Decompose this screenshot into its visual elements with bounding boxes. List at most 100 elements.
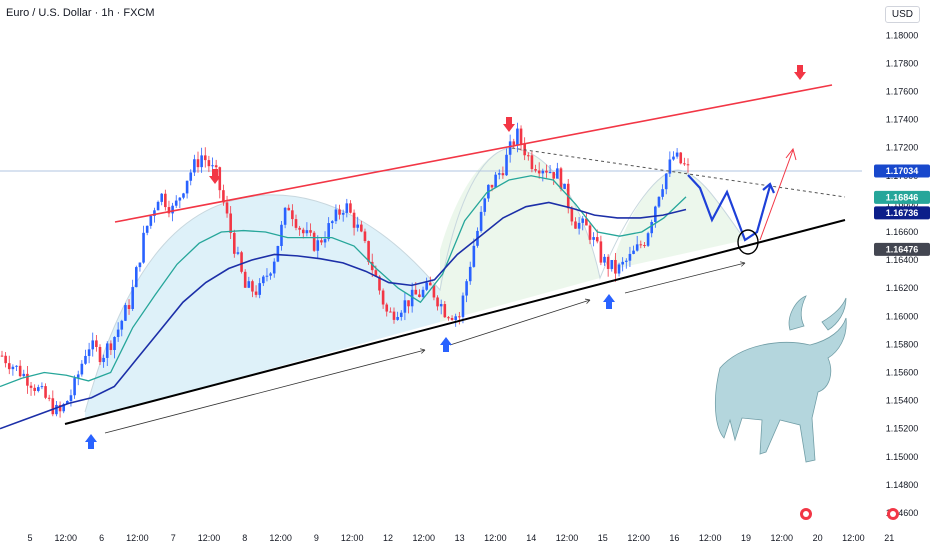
candle-body: [305, 230, 309, 234]
x-tick-label: 12:00: [699, 533, 722, 543]
candle-body: [624, 260, 628, 262]
price-labels: 1.17034 1.16846 1.16736 1.16476: [874, 164, 930, 256]
candle-body: [36, 387, 40, 391]
candle-body: [98, 346, 102, 363]
candle-body: [258, 283, 262, 295]
candle-body: [563, 183, 566, 189]
y-tick-label: 1.17600: [886, 86, 919, 96]
candle-body: [320, 240, 323, 243]
candle-body: [530, 155, 534, 170]
ema-slow-line: [0, 201, 687, 430]
y-tick-label: 1.14800: [886, 480, 919, 490]
candle-body: [149, 215, 153, 226]
candle-body: [389, 311, 392, 313]
candle-body: [599, 241, 603, 263]
symbol-title[interactable]: Euro / U.S. Dollar · 1h · FXCM: [6, 7, 155, 19]
candle-body: [7, 363, 11, 370]
candle-body: [577, 222, 581, 229]
buy-arrow-2: [440, 337, 452, 352]
candle-body: [374, 270, 378, 277]
candle-body: [407, 300, 410, 307]
currency-button[interactable]: USD: [884, 6, 920, 23]
candle-body: [338, 209, 341, 215]
candle-body: [272, 261, 276, 274]
bull-body: [715, 317, 847, 463]
descending-dashed-line: [511, 147, 846, 198]
price-label-bg: [874, 242, 930, 256]
candle-body: [392, 311, 396, 320]
candle-body: [116, 329, 120, 337]
x-tick-label: 12:00: [556, 533, 579, 543]
x-tick-label: 12:00: [126, 533, 149, 543]
candle-body: [51, 398, 55, 415]
candle-body: [4, 355, 7, 364]
candle-body: [458, 316, 461, 318]
x-tick-label: 19: [741, 533, 751, 543]
target-arrow-line: [759, 149, 794, 241]
candle-body: [62, 404, 66, 412]
candle-body: [421, 289, 425, 297]
candle-body: [69, 395, 73, 402]
x-tick-label: 12:00: [341, 533, 364, 543]
candle-body: [58, 404, 62, 412]
candle-body: [508, 141, 512, 155]
candle-body: [269, 273, 272, 276]
candle-body: [214, 165, 218, 168]
rounded-top-outline: [84, 147, 746, 413]
candle-body: [178, 197, 182, 201]
candle-body: [592, 237, 595, 240]
x-tick-label: 12:00: [198, 533, 221, 543]
candle-body: [505, 154, 508, 176]
candle-body: [211, 165, 214, 167]
bull-horn-right: [821, 297, 847, 331]
candle-body: [574, 221, 577, 229]
candle-body: [668, 159, 672, 174]
y-tick-label: 1.16400: [886, 255, 919, 265]
x-tick-label: 12:00: [413, 533, 436, 543]
candle-body: [341, 212, 345, 215]
rounded-top-fill-3: [610, 170, 745, 270]
candle-body: [468, 266, 472, 282]
candle-body: [291, 210, 294, 220]
candle-body: [105, 343, 109, 358]
candle-body: [312, 232, 316, 251]
candle-body: [465, 281, 468, 296]
candle-body: [512, 141, 516, 145]
candle-body: [40, 386, 44, 388]
candle-body: [585, 218, 588, 226]
candle-body: [196, 159, 200, 168]
x-tick-label: 12:00: [771, 533, 794, 543]
candle-body: [309, 230, 312, 233]
candle-body: [156, 201, 160, 211]
projection-arrow-head: [762, 182, 776, 194]
candle-body: [0, 355, 4, 357]
candle-body: [483, 198, 487, 212]
candle-body: [385, 304, 389, 312]
candle-body: [120, 320, 124, 330]
candle-body: [22, 373, 26, 377]
candle-body: [55, 404, 58, 415]
candle-body: [541, 170, 545, 174]
candle-body: [479, 211, 483, 231]
y-tick-label: 1.15200: [886, 424, 919, 434]
candle-body: [534, 169, 537, 171]
candle-body: [330, 221, 334, 224]
candle-body: [276, 245, 280, 262]
candle-body: [675, 152, 679, 157]
candle-body: [323, 239, 327, 243]
sell-arrow-1: [209, 169, 221, 184]
y-tick-label: 1.16600: [886, 227, 919, 237]
candle-body: [352, 212, 356, 228]
candle-body: [345, 203, 349, 213]
candle-body: [334, 209, 338, 222]
candle-body: [501, 173, 505, 176]
rounded-top-fill-1: [85, 194, 440, 420]
candle-body: [628, 253, 632, 261]
candle-body: [236, 252, 240, 254]
candle-body: [182, 193, 185, 198]
candle-body: [661, 189, 664, 197]
candle-body: [200, 155, 203, 168]
candle-body: [450, 318, 454, 320]
